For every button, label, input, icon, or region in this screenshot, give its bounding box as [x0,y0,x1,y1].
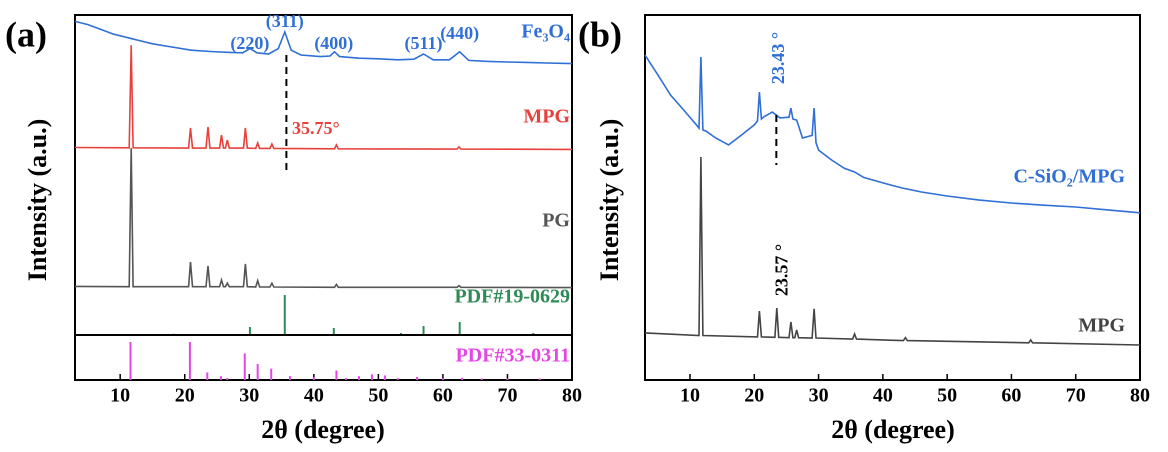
x-tick-label: 20 [175,385,195,407]
x-tick-label: 40 [873,385,893,407]
peak-label: (400) [314,33,353,54]
x-tick-label: 10 [110,385,130,407]
x-tick-label: 30 [809,385,829,407]
pattern-line [74,148,573,289]
x-tick-label: 30 [239,385,259,407]
x-tick-label: 80 [1130,385,1150,407]
series-label: MPG [523,106,570,128]
pattern-line [644,54,1141,214]
x-tick-label: 80 [562,385,582,407]
y-axis-label: Intensity (a.u.) [23,119,52,282]
series-label: C-SiO₂/MPG [1013,166,1125,188]
series-label: MPG [1078,315,1125,337]
pattern-line [644,156,1141,346]
x-tick-label: 70 [497,385,517,407]
x-tick-label: 60 [433,385,453,407]
x-axis-label: 2θ (degree) [261,415,385,444]
peak-label: (440) [440,23,479,44]
x-tick-label: 40 [304,385,324,407]
x-tick-label: 60 [1001,385,1021,407]
series-label: PG [542,210,570,232]
x-tick-label: 70 [1066,385,1086,407]
panel-label: (a) [5,14,47,54]
plot-frame [74,334,573,381]
series-label: PDF#33-0311 [456,345,570,367]
peak-label: (220) [230,33,269,54]
peak-label: 23.57 ° [771,244,791,296]
peak-marker-label: 35.75° [292,118,340,138]
pattern-line [74,45,573,151]
panel-label: (b) [578,14,622,54]
y-axis-label: Intensity (a.u.) [595,119,624,282]
x-tick-label: 50 [937,385,957,407]
plot-frame [644,14,1141,381]
series-label: PDF#19-0629 [454,286,570,308]
series-label: Fe₃O₄ [521,21,570,43]
x-tick-label: 20 [744,385,764,407]
x-axis-label: 2θ (degree) [831,415,955,444]
x-tick-label: 10 [680,385,700,407]
peak-marker-label: 23.43 ° [768,32,788,84]
x-tick-label: 50 [368,385,388,407]
peak-label: (311) [266,11,304,32]
peak-label: (511) [405,33,443,54]
pattern-line [74,20,573,65]
